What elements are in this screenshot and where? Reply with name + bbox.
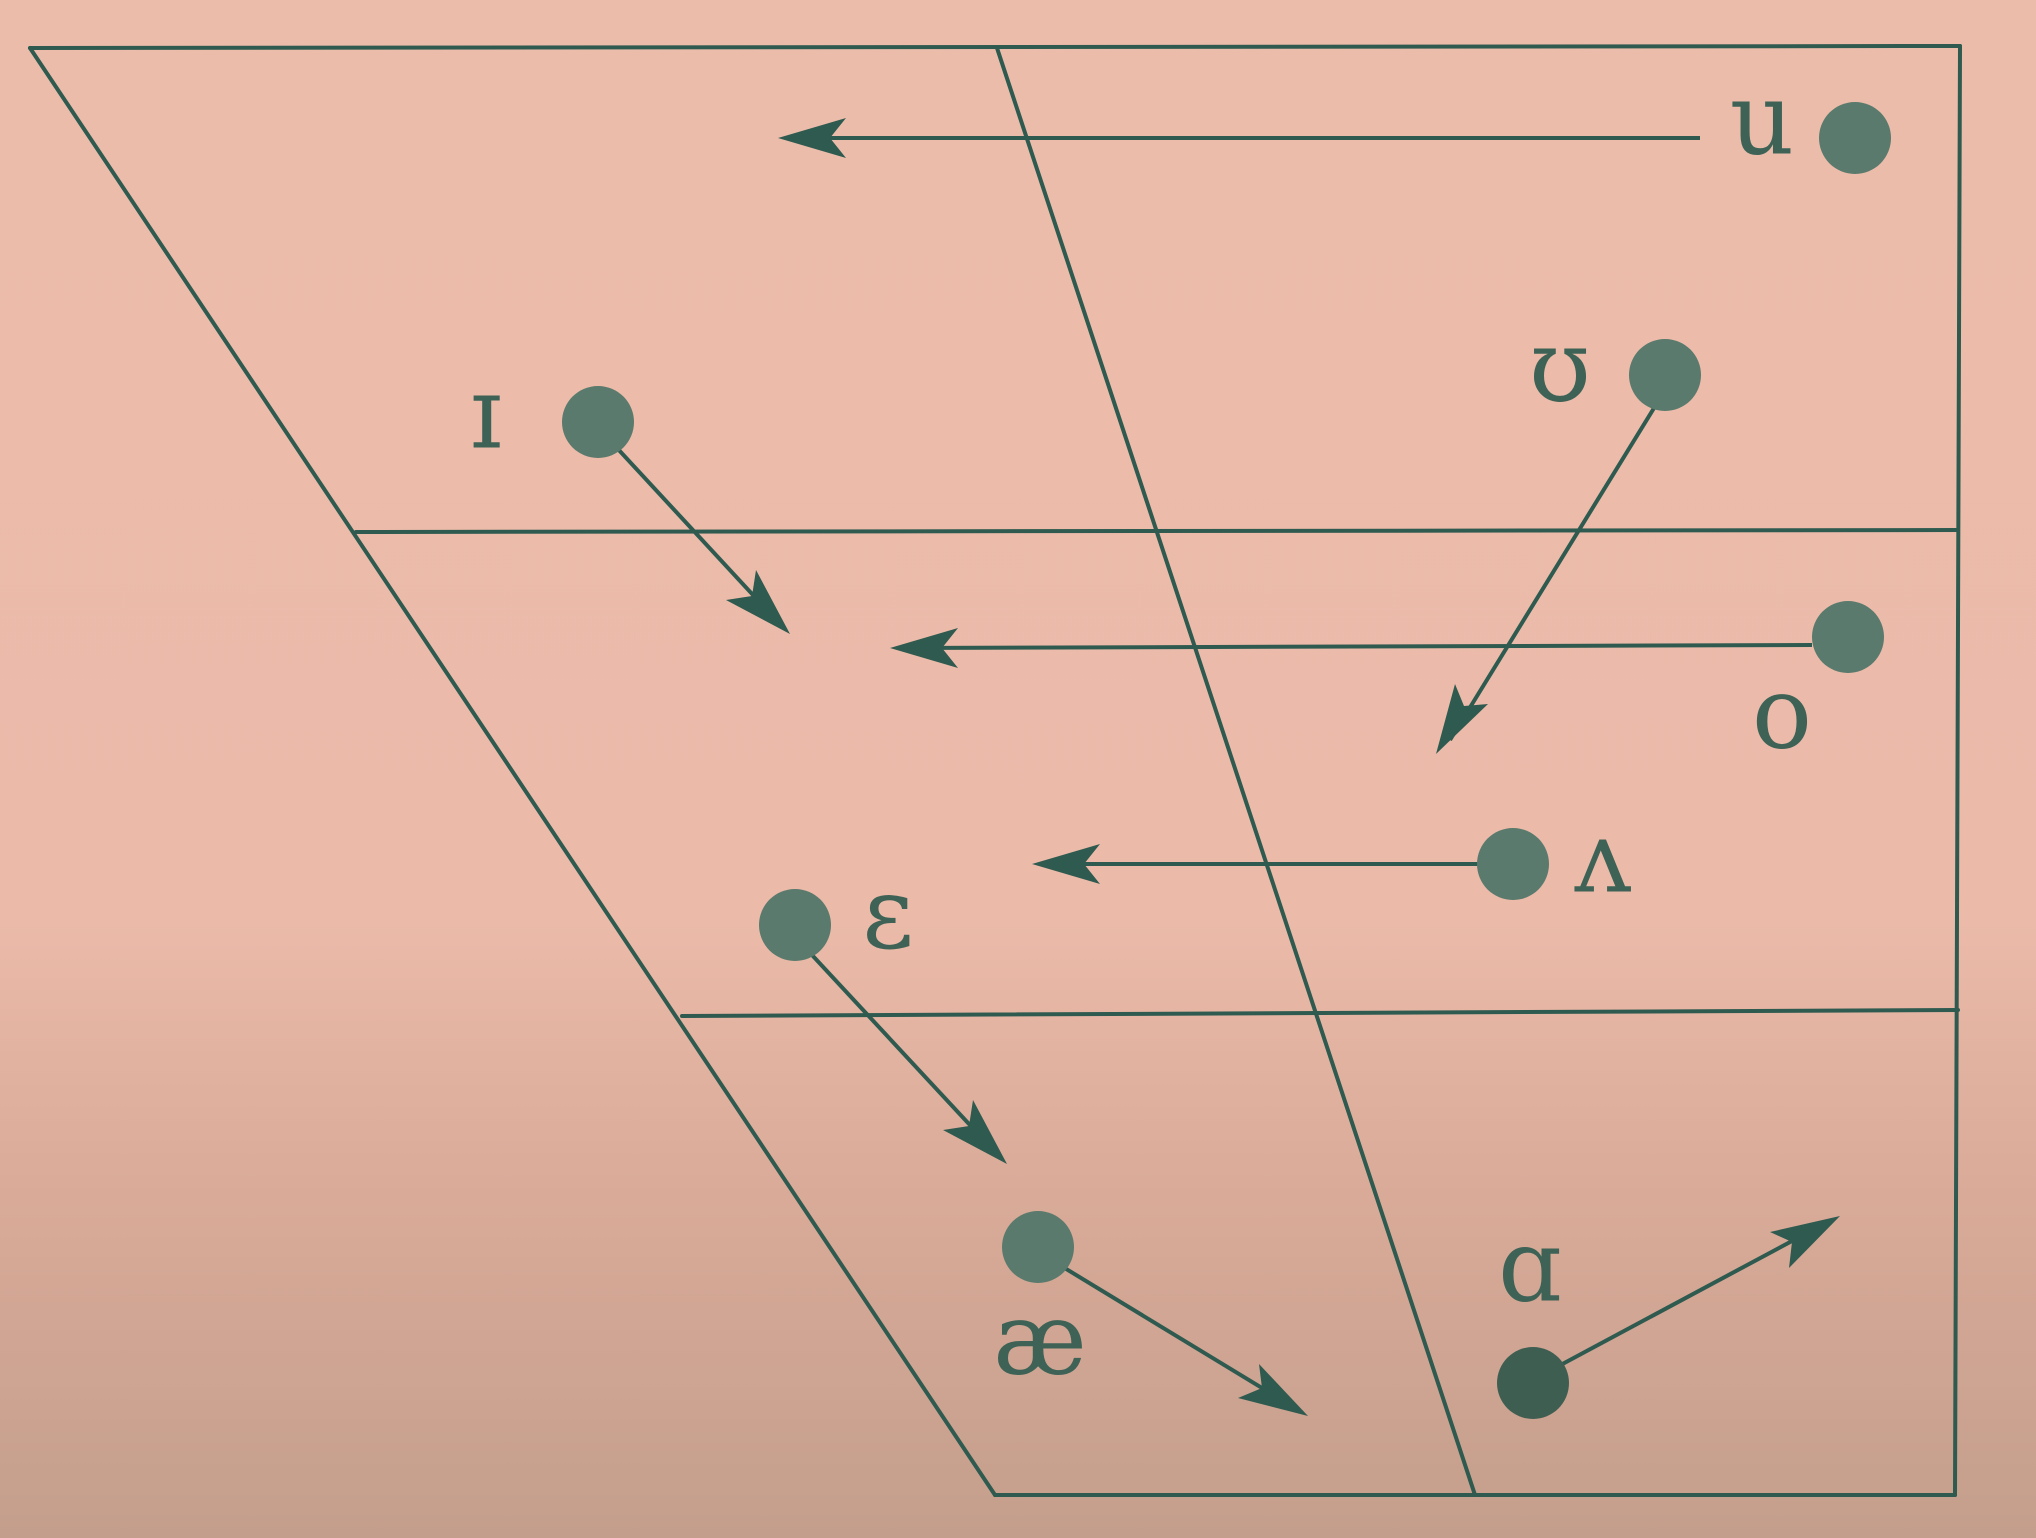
vowel-dot-wedge	[1477, 828, 1549, 900]
shift-arrow-ash-line	[1056, 1262, 1292, 1407]
vowel-symbol-ash: æ	[993, 1281, 1087, 1398]
shift-arrow-ash-head	[1238, 1364, 1308, 1416]
central-divider-line	[995, 46, 1477, 1497]
shift-arrow-upsilon-head	[1436, 684, 1488, 754]
shift-arrow-upsilon-line	[1448, 393, 1664, 742]
vowel-upsilon: ʊ	[1436, 308, 1701, 754]
vowel-dot-upsilon	[1629, 339, 1701, 411]
shift-arrow-epsilon-head	[943, 1100, 1007, 1164]
shift-arrow-i-head	[726, 570, 790, 634]
vowel-u: u	[778, 61, 1891, 178]
vowel-symbol-wedge: ʌ	[1574, 799, 1632, 916]
vowel-symbol-upsilon: ʊ	[1529, 308, 1591, 425]
vowel-symbol-small-cap-i: ɪ	[470, 355, 502, 472]
shift-arrow-o-line	[904, 643, 1813, 650]
vowel-symbol-u: u	[1730, 61, 1794, 178]
shift-arrow-wedge-head	[1032, 844, 1100, 884]
vowel-dot-small-cap-i	[562, 386, 634, 458]
vowel-dot-epsilon	[759, 889, 831, 961]
vowel-o: o	[890, 601, 1884, 772]
shift-arrow-u-head	[778, 118, 846, 158]
shift-arrow-script-a-line	[1554, 1224, 1821, 1370]
vowel-dot-u	[1819, 102, 1891, 174]
vowel-symbol-script-a: ɑ	[1498, 1208, 1562, 1325]
vowel-symbol-epsilon: ɛ	[862, 855, 914, 972]
frame-right-edge	[1953, 44, 1962, 1497]
lower-height-divider	[680, 1008, 1960, 1018]
vowel-ash: æ	[993, 1211, 1308, 1416]
vowel-dot-o	[1812, 601, 1884, 673]
vowel-script-a: ɑ	[1497, 1208, 1840, 1419]
shift-arrow-o-head	[890, 628, 958, 668]
shift-arrow-i-line	[615, 446, 780, 624]
vowel-symbol-o: o	[1752, 655, 1812, 772]
vowel-chart-frame	[28, 44, 1962, 1497]
shift-arrow-script-a-head	[1770, 1216, 1840, 1268]
vowel-dot-script-a	[1497, 1347, 1569, 1419]
shift-arrow-epsilon-line	[810, 953, 997, 1154]
vowel-small-cap-i: ɪ	[470, 355, 790, 634]
vowel-wedge: ʌ	[1032, 799, 1632, 916]
vowel-epsilon: ɛ	[759, 855, 1007, 1164]
upper-height-divider	[354, 528, 1960, 534]
vowel-dot-ash	[1002, 1211, 1074, 1283]
frame-top-edge	[28, 44, 1962, 50]
frame-left-edge	[28, 46, 997, 1497]
